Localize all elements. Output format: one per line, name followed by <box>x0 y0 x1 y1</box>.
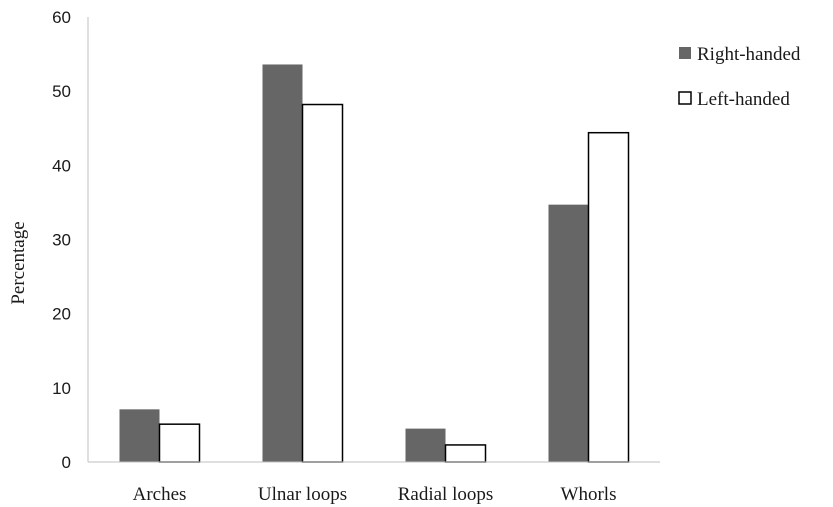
bar-left-handed <box>444 444 487 463</box>
y-tick-label: 60 <box>52 8 71 27</box>
y-tick-label: 50 <box>52 82 71 101</box>
legend-swatch <box>679 47 691 59</box>
x-category-label: Radial loops <box>398 484 494 505</box>
y-axis-title: Percentage <box>8 221 29 304</box>
bar-left-handed <box>587 131 630 463</box>
category-labels: Arches Ulnar loops Radial loops Whorls <box>133 484 617 505</box>
legend-swatch <box>678 91 692 105</box>
y-axis-title-group: Percentage <box>8 221 29 304</box>
bar-right-handed <box>548 204 589 462</box>
y-tick-labels: 0 10 20 30 40 50 60 <box>52 8 71 472</box>
x-category-label: Arches <box>133 484 187 505</box>
bars <box>119 64 630 463</box>
y-tick-label: 0 <box>62 453 71 472</box>
legend-label: Right-handed <box>697 44 801 65</box>
y-tick-label: 40 <box>52 156 71 175</box>
y-tick-label: 30 <box>52 231 71 250</box>
y-tick-label: 20 <box>52 305 71 324</box>
legend-label: Left-handed <box>697 89 790 110</box>
bar-left-handed <box>301 103 344 463</box>
x-category-label: Whorls <box>561 484 617 505</box>
y-tick-label: 10 <box>52 379 71 398</box>
bar-right-handed <box>405 428 446 462</box>
x-category-label: Ulnar loops <box>258 484 347 505</box>
bar-right-handed <box>119 409 160 462</box>
legend: Right-handed Left-handed <box>678 44 801 110</box>
bar-right-handed <box>262 64 303 462</box>
bar-left-handed <box>158 423 201 463</box>
